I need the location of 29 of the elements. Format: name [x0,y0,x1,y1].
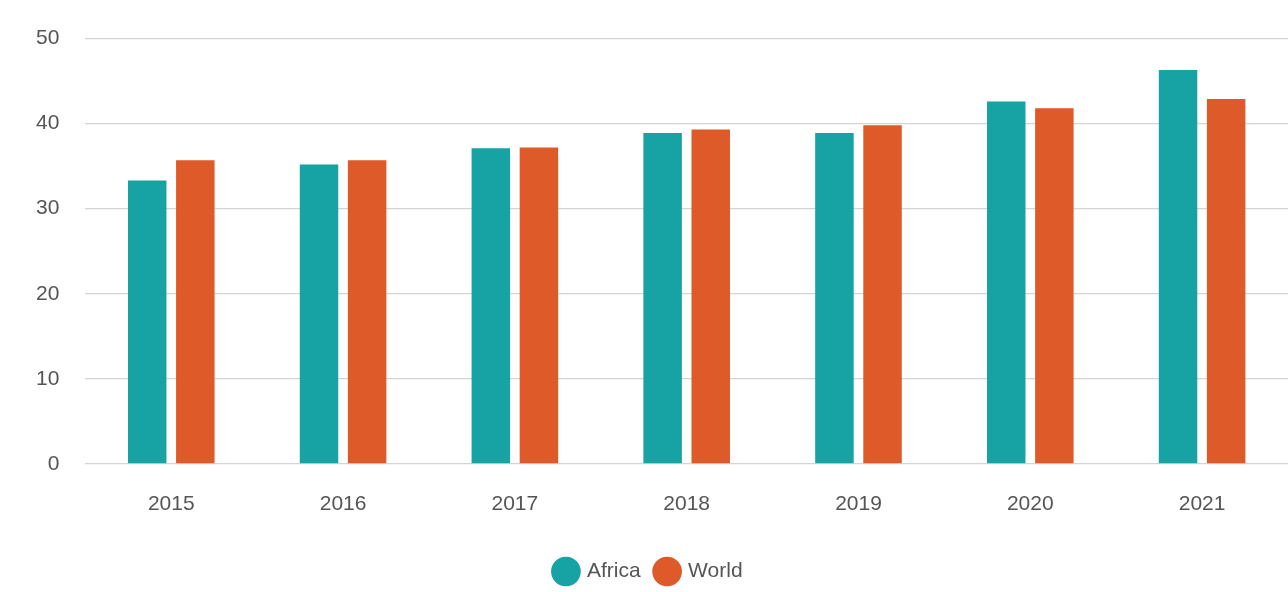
bar [1035,108,1074,464]
bar [176,160,215,464]
x-tick-label: 2017 [491,491,539,515]
y-tick-label: 30 [36,195,60,219]
legend-label: World [688,558,743,582]
x-tick-label: 2021 [1178,491,1226,515]
x-tick-label: 2015 [147,491,195,515]
bar [815,132,854,464]
x-tick-label: 2018 [663,491,711,515]
y-tick-label: 40 [36,110,60,134]
x-tick-label: 2020 [1006,491,1054,515]
bar [299,164,339,464]
bar [1158,70,1198,464]
y-tick-label: 20 [36,280,60,304]
bar [691,129,730,464]
bar [987,101,1026,464]
bar [519,147,559,464]
x-tick-label: 2016 [319,491,367,515]
legend-label: Africa [586,558,641,582]
bar [1206,98,1246,464]
y-tick-label: 0 [47,450,60,474]
bar [863,125,902,464]
x-tick-label: 2019 [835,491,882,515]
bar [471,148,511,464]
bar [127,180,167,464]
y-tick-label: 10 [36,365,60,389]
bar [643,132,682,464]
y-tick-label: 50 [36,25,60,49]
bar [347,160,387,464]
